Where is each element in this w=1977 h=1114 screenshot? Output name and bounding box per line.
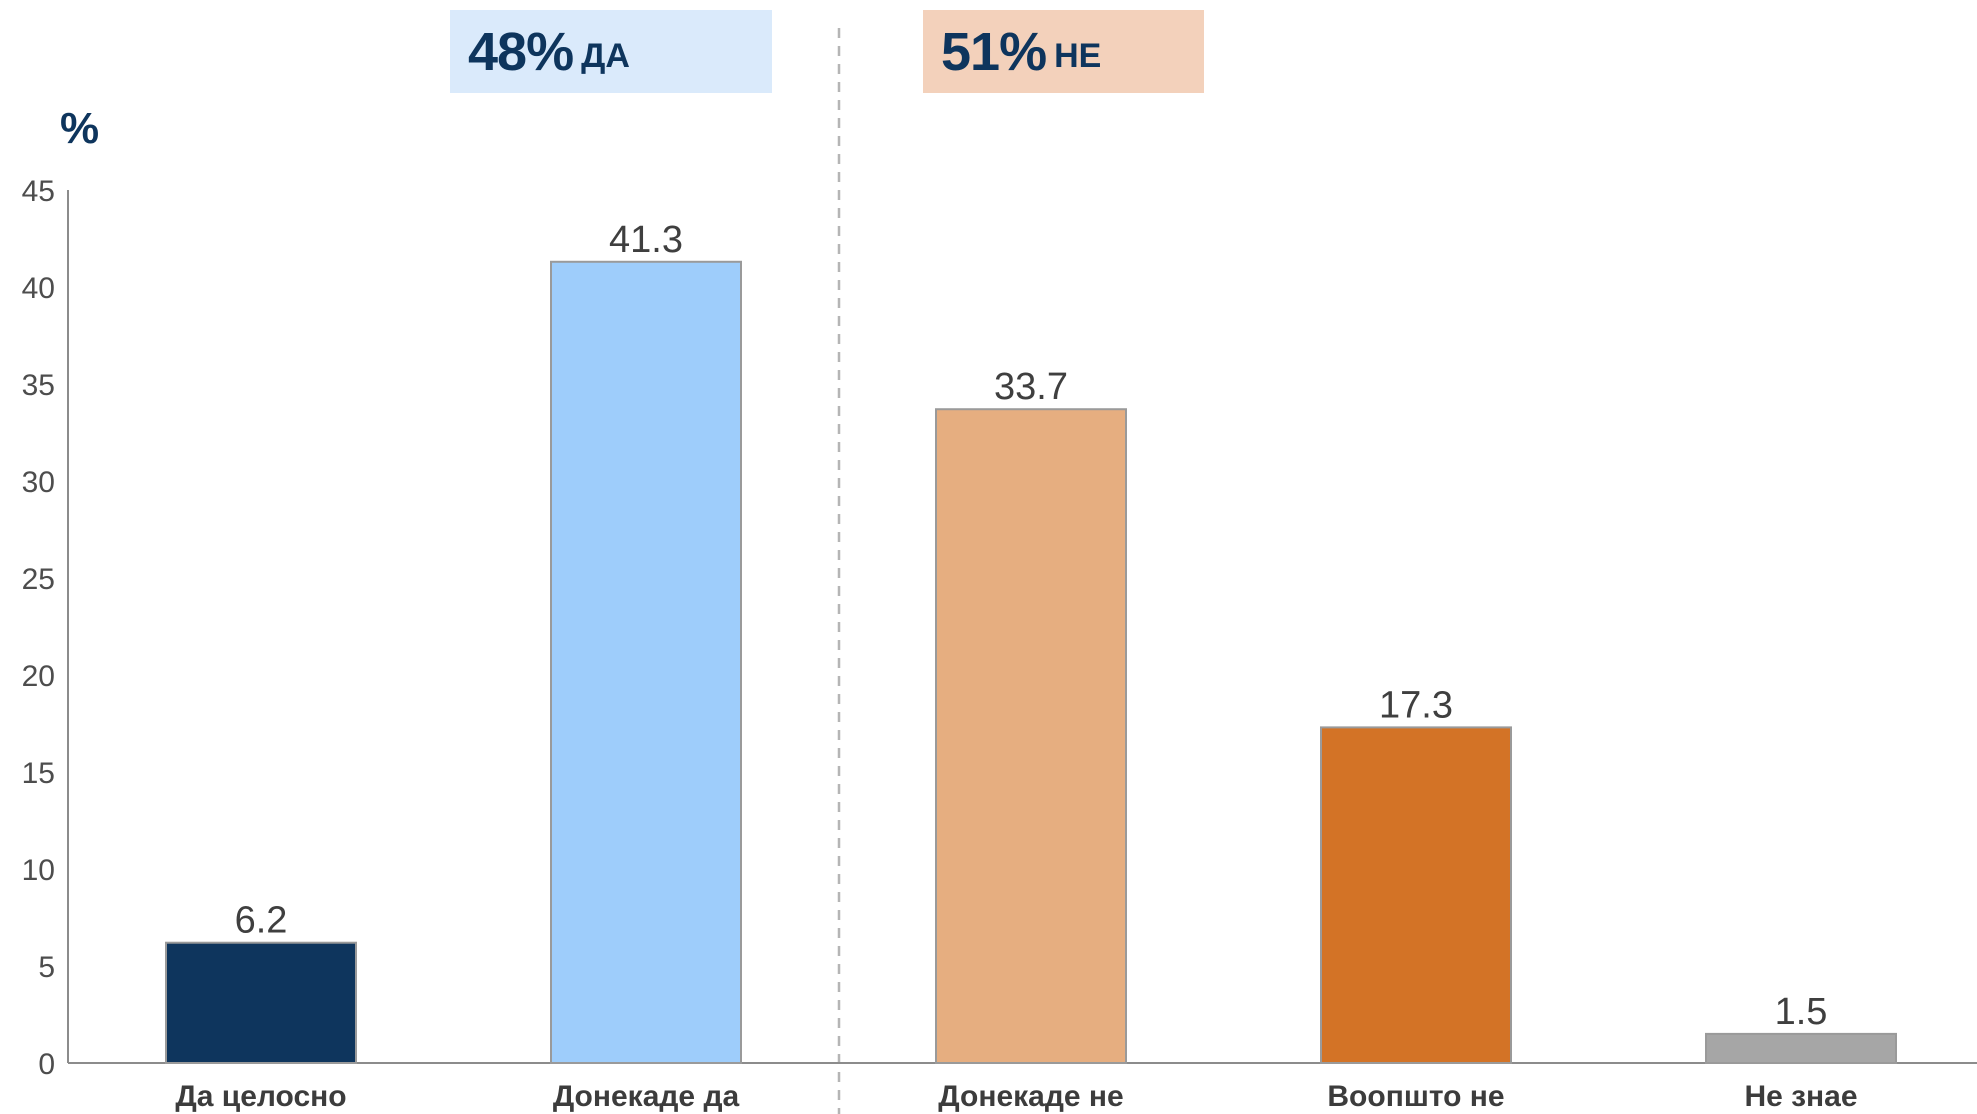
x-category-label: Да целосно <box>175 1080 346 1113</box>
y-tick-label: 45 <box>22 175 55 208</box>
x-category-label: Воопшто не <box>1327 1080 1504 1113</box>
bar-value-label: 6.2 <box>235 900 288 942</box>
y-tick-label: 40 <box>22 272 55 305</box>
no-summary-label: НЕ <box>1054 37 1102 75</box>
y-tick-label: 25 <box>22 563 55 596</box>
bar <box>1320 726 1512 1064</box>
bar-value-label: 41.3 <box>609 219 683 261</box>
bar-value-label: 17.3 <box>1379 684 1453 726</box>
no-summary-box: 51% НЕ <box>923 10 1204 93</box>
x-category-label: Не знае <box>1744 1080 1857 1113</box>
x-category-label: Донекаде не <box>938 1080 1123 1113</box>
bar-value-label: 1.5 <box>1775 991 1828 1033</box>
yes-summary-box: 48% ДА <box>450 10 772 93</box>
y-axis-unit-label: % <box>60 104 100 153</box>
y-tick-label: 15 <box>22 757 55 790</box>
bar <box>550 260 742 1064</box>
y-tick-label: 5 <box>38 951 55 984</box>
no-summary-percent: 51% <box>941 21 1047 82</box>
y-tick-label: 30 <box>22 466 55 499</box>
bar <box>1705 1032 1897 1065</box>
yes-summary-label: ДА <box>581 37 630 75</box>
y-tick-label: 35 <box>22 369 55 402</box>
x-category-label: Донекаде да <box>553 1080 740 1113</box>
y-tick-label: 0 <box>38 1048 55 1081</box>
yes-summary-percent: 48% <box>468 21 574 82</box>
bar <box>935 408 1127 1065</box>
y-tick-label: 10 <box>22 854 55 887</box>
bar-value-label: 33.7 <box>994 366 1068 408</box>
y-tick-label: 20 <box>22 660 55 693</box>
bar <box>165 941 357 1064</box>
